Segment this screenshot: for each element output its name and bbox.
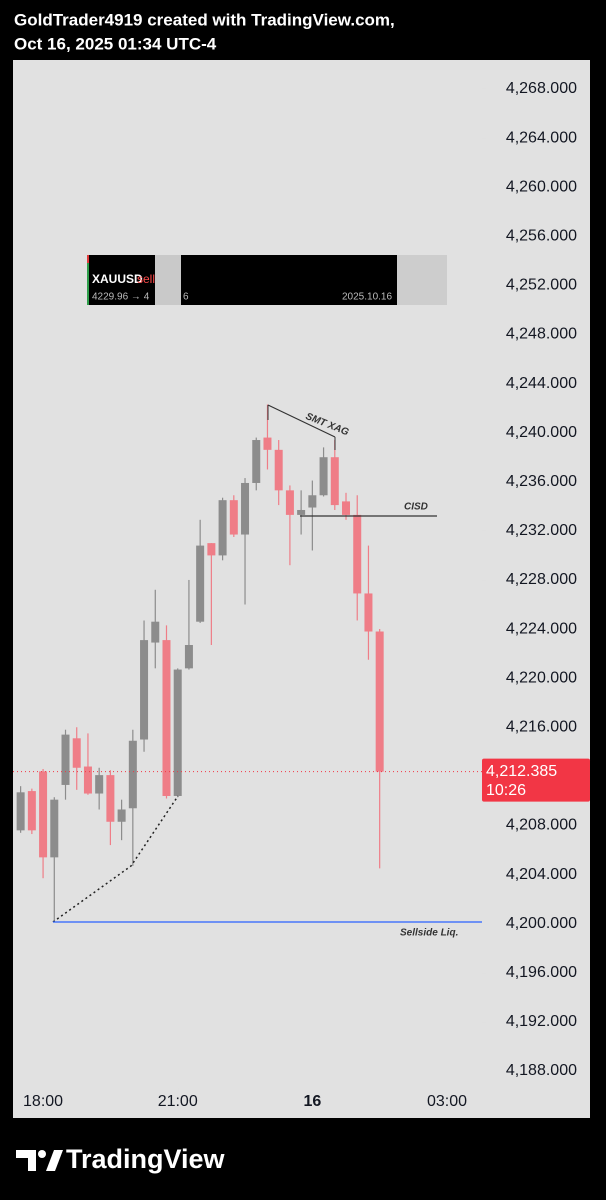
candle-body xyxy=(184,645,193,669)
y-tick-label: 4,220.000 xyxy=(506,669,577,686)
trend-dotted xyxy=(52,795,179,923)
widget-accent xyxy=(87,255,89,263)
candle-body xyxy=(106,775,115,822)
x-tick-label: 18:00 xyxy=(23,1093,63,1110)
candle-body xyxy=(140,640,149,740)
x-tick-label: 21:00 xyxy=(158,1093,198,1110)
widget-side xyxy=(397,255,447,305)
widget-symbol: XAUUSD xyxy=(92,272,143,286)
y-tick-label: 4,236.000 xyxy=(506,473,577,490)
y-tick-label: 4,248.000 xyxy=(506,326,577,343)
y-tick-label: 4,208.000 xyxy=(506,817,577,834)
candle-body xyxy=(50,799,59,858)
candle-body xyxy=(252,440,261,483)
candle-body xyxy=(61,734,70,785)
candle-body xyxy=(16,792,25,831)
candle-body xyxy=(241,482,250,535)
y-tick-label: 4,264.000 xyxy=(506,129,577,146)
candle-body xyxy=(229,500,238,535)
candle-body xyxy=(375,631,384,772)
x-tick-label: 16 xyxy=(303,1093,321,1110)
header-line: GoldTrader4919 created with TradingView.… xyxy=(14,10,395,29)
y-tick-label: 4,252.000 xyxy=(506,277,577,294)
widget-text: 6 xyxy=(183,292,189,303)
annotation: Sellside Liq. xyxy=(400,928,458,939)
candle-body xyxy=(173,669,182,796)
candle-body xyxy=(128,740,137,809)
candle-body xyxy=(162,640,171,796)
widget-accent xyxy=(87,263,89,305)
widget-signal: sell xyxy=(137,272,155,286)
plot: 4,188.000 4,192.000 4,196.000 4,200.000 4,20… xyxy=(13,80,590,1110)
candle-body xyxy=(196,545,205,622)
countdown: 10:26 xyxy=(486,782,526,799)
candle-body xyxy=(285,490,294,515)
y-tick-label: 4,228.000 xyxy=(506,571,577,588)
logo xyxy=(16,1150,63,1171)
last-price-label: 4,212.385 xyxy=(486,763,557,780)
y-tick-label: 4,268.000 xyxy=(506,80,577,97)
y-tick-label: 4,232.000 xyxy=(506,522,577,539)
widget xyxy=(87,255,397,305)
y-tick-label: 4,260.000 xyxy=(506,178,577,195)
x-tick-label: 03:00 xyxy=(427,1093,467,1110)
candle-body xyxy=(330,457,339,506)
candle-body xyxy=(27,791,36,831)
candle-body xyxy=(353,514,362,594)
candle-body xyxy=(207,543,216,556)
y-tick-label: 4,244.000 xyxy=(506,375,577,392)
y-tick-label: 4,200.000 xyxy=(506,915,577,932)
candle-body xyxy=(39,771,48,858)
chart-panel xyxy=(13,60,590,1118)
candle-body xyxy=(151,621,160,643)
candle-body xyxy=(297,509,306,515)
y-tick-label: 4,196.000 xyxy=(506,964,577,981)
candle-body xyxy=(83,766,92,794)
y-tick-label: 4,240.000 xyxy=(506,424,577,441)
y-tick-label: 4,224.000 xyxy=(506,620,577,637)
candle-body xyxy=(218,500,227,556)
header-line: Oct 16, 2025 01:34 UTC-4 xyxy=(14,34,217,53)
smt-line xyxy=(267,404,336,438)
last-price-box xyxy=(482,758,590,802)
candle-body xyxy=(263,437,272,450)
candle-body xyxy=(117,809,126,822)
candle-body xyxy=(308,495,317,508)
candle-body xyxy=(364,593,373,632)
candle-body xyxy=(319,457,328,496)
y-tick-label: 4,256.000 xyxy=(506,227,577,244)
candle-body xyxy=(274,449,283,491)
y-tick-label: 4,188.000 xyxy=(506,1062,577,1079)
widget-gap xyxy=(155,255,181,305)
y-tick-label: 4,216.000 xyxy=(506,718,577,735)
widget-date: 2025.10.16 xyxy=(342,292,392,303)
candle-body xyxy=(72,738,81,768)
y-tick-label: 4,192.000 xyxy=(506,1013,577,1030)
y-tick-label: 4,204.000 xyxy=(506,866,577,883)
widget-text: 4229.96 → 4 xyxy=(92,292,150,303)
brand: TradingView xyxy=(66,1144,226,1174)
candle-body xyxy=(342,501,351,515)
candle-body xyxy=(95,775,104,794)
annotation: CISD xyxy=(404,502,428,513)
